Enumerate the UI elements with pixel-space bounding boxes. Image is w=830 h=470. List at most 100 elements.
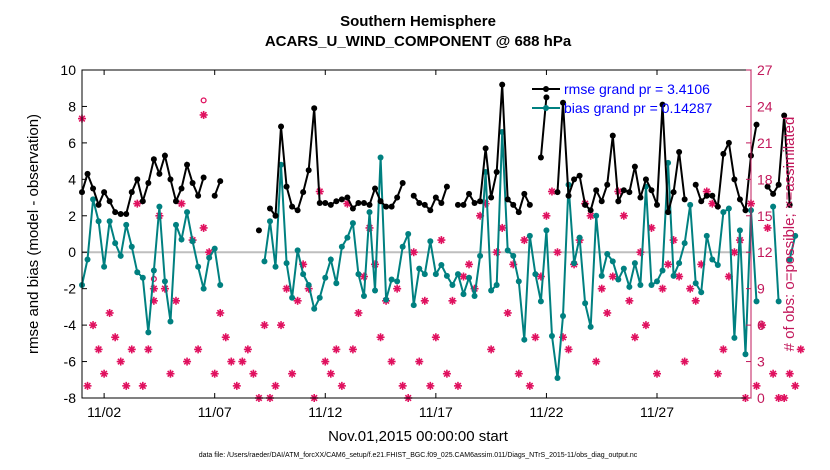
rmse-point xyxy=(106,198,113,205)
obs-assimilated-marker xyxy=(619,211,628,220)
rmse-point xyxy=(587,207,594,214)
bias-point xyxy=(477,252,484,259)
bias-point xyxy=(399,243,406,250)
obs-assimilated-marker xyxy=(448,296,457,305)
y-tick-label: 6 xyxy=(68,135,76,151)
y-tick-label: 4 xyxy=(68,171,76,187)
y2-axis-label: # of obs: o=possible; ×=assimilated xyxy=(781,117,798,352)
rmse-point xyxy=(665,209,672,216)
bias-point xyxy=(532,271,539,278)
obs-assimilated-marker xyxy=(415,357,424,366)
y-tick-label: -4 xyxy=(64,317,77,333)
obs-assimilated-marker xyxy=(260,321,269,330)
bias-point xyxy=(272,263,279,270)
bias-point xyxy=(311,305,318,312)
bias-point xyxy=(172,221,179,228)
rmse-point xyxy=(471,200,478,207)
data-file-footnote: data file: /Users/raeder/DAI/ATM_forcXX/… xyxy=(199,452,638,459)
obs-assimilated-marker xyxy=(89,321,98,330)
bias-point xyxy=(156,203,163,210)
obs-assimilated-marker xyxy=(730,248,739,257)
rmse-point xyxy=(488,194,495,201)
rmse-point xyxy=(631,163,638,170)
obs-assimilated-marker xyxy=(465,260,474,269)
bias-point xyxy=(289,294,296,301)
obs-assimilated-marker xyxy=(293,296,302,305)
legend: rmse grand pr = 3.4106 bias grand pr = 0.… xyxy=(532,81,712,116)
obs-assimilated-marker xyxy=(94,345,103,354)
bias-point xyxy=(167,318,174,325)
obs-assimilated-marker xyxy=(553,248,562,257)
bias-point xyxy=(416,265,423,272)
rmse-point xyxy=(283,183,290,190)
bias-point xyxy=(504,247,511,254)
bias-point xyxy=(731,334,738,341)
rmse-point xyxy=(626,189,633,196)
bias-point xyxy=(742,351,749,358)
rmse-point xyxy=(499,81,506,88)
bias-point xyxy=(195,263,202,270)
bias-point xyxy=(537,298,544,305)
obs-assimilated-marker xyxy=(194,345,203,354)
obs-assimilated-marker xyxy=(183,357,192,366)
rmse-point xyxy=(338,196,345,203)
obs-assimilated-marker xyxy=(564,345,573,354)
obs-assimilated-marker xyxy=(321,357,330,366)
y-tick-label: 0 xyxy=(68,244,76,260)
rmse-point xyxy=(537,154,544,161)
obs-assimilated-marker xyxy=(210,369,219,378)
rmse-point xyxy=(698,198,705,205)
rmse-point xyxy=(681,196,688,203)
obs-assimilated-marker xyxy=(603,308,612,317)
obs-assimilated-marker xyxy=(426,381,435,390)
rmse-point xyxy=(482,145,489,152)
bias-point xyxy=(333,280,340,287)
rmse-point xyxy=(300,189,307,196)
rmse-point xyxy=(399,179,406,186)
obs-assimilated-marker xyxy=(149,296,158,305)
obs-assimilated-marker xyxy=(393,284,402,293)
obs-assimilated-marker xyxy=(282,284,291,293)
y2-tick-label: 0 xyxy=(757,390,765,406)
bias-point xyxy=(305,282,312,289)
obs-assimilated-marker xyxy=(780,394,789,402)
rmse-point xyxy=(383,203,390,210)
bias-point xyxy=(360,292,367,299)
obs-assimilated-marker xyxy=(127,345,136,354)
bias-point xyxy=(709,256,716,263)
bias-point xyxy=(178,236,185,243)
rmse-point xyxy=(145,179,152,186)
bias-point xyxy=(432,271,439,278)
bias-point xyxy=(687,201,694,208)
rmse-point xyxy=(770,190,777,197)
rmse-point xyxy=(305,167,312,174)
rmse-point xyxy=(654,201,661,208)
rmse-point xyxy=(172,198,179,205)
bias-point xyxy=(145,329,152,336)
bias-point xyxy=(266,218,273,225)
obs-assimilated-marker xyxy=(271,381,280,390)
obs-assimilated-marker xyxy=(277,321,286,330)
obs-assimilated-marker xyxy=(592,357,601,366)
obs-assimilated-marker xyxy=(199,110,208,119)
obs-assimilated-marker xyxy=(719,345,728,354)
y-tick-label: 8 xyxy=(68,98,76,114)
bias-point xyxy=(510,252,517,259)
obs-assimilated-marker xyxy=(492,248,501,257)
rmse-point xyxy=(714,203,721,210)
obs-assimilated-marker xyxy=(647,223,656,232)
bias-point xyxy=(388,276,395,283)
bias-point xyxy=(189,238,196,245)
rmse-point xyxy=(394,194,401,201)
bias-point xyxy=(139,274,146,281)
x-axis-label: Nov.01,2015 00:00:00 start xyxy=(328,428,509,445)
rmse-point xyxy=(515,209,522,216)
rmse-point xyxy=(349,205,356,212)
rmse-point xyxy=(753,121,760,128)
bias-point xyxy=(615,276,622,283)
obs-assimilated-marker xyxy=(420,296,429,305)
bias-point xyxy=(676,260,683,267)
obs-assimilated-marker xyxy=(216,308,225,317)
obs-assimilated-marker xyxy=(763,223,772,232)
